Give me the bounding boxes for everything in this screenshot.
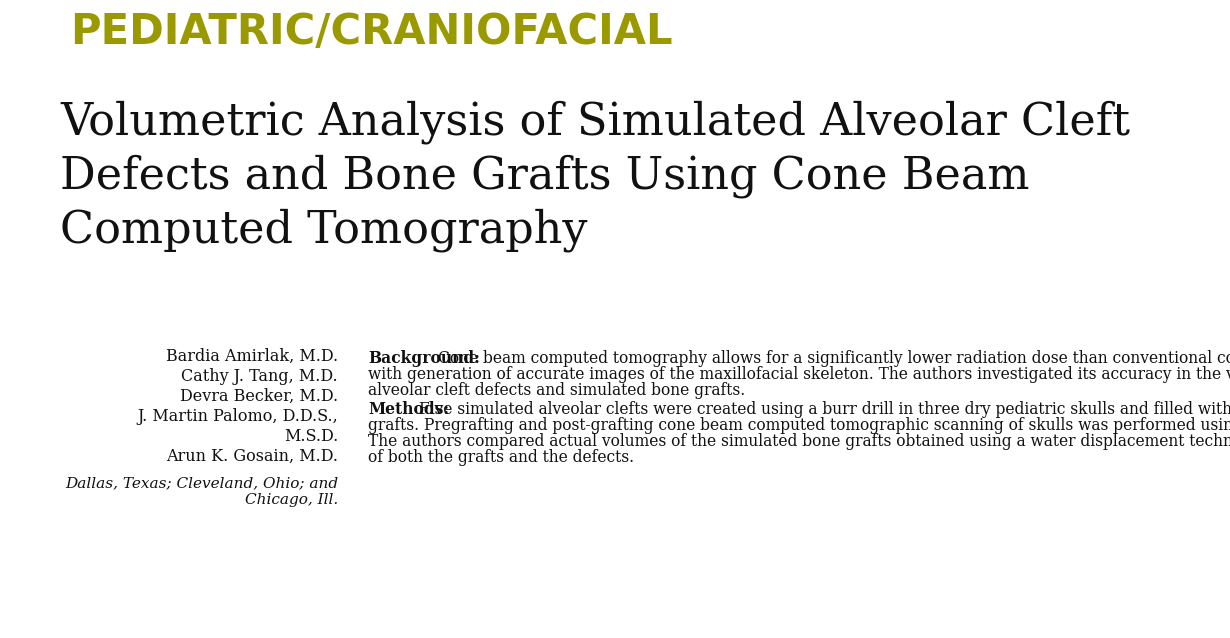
Text: Background:: Background: [368,350,480,367]
Text: M.S.D.: M.S.D. [284,428,338,445]
Text: Cathy J. Tang, M.D.: Cathy J. Tang, M.D. [181,368,338,385]
Text: The authors compared actual volumes of the simulated bone grafts obtained using : The authors compared actual volumes of t… [368,433,1230,450]
Text: Devra Becker, M.D.: Devra Becker, M.D. [180,388,338,405]
Text: Methods:: Methods: [368,401,449,418]
Text: Volumetric Analysis of Simulated Alveolar Cleft: Volumetric Analysis of Simulated Alveola… [60,100,1130,144]
Text: Five simulated alveolar clefts were created using a burr drill in three dry pedi: Five simulated alveolar clefts were crea… [419,401,1230,418]
Text: Defects and Bone Grafts Using Cone Beam: Defects and Bone Grafts Using Cone Beam [60,154,1030,198]
Text: of both the grafts and the defects.: of both the grafts and the defects. [368,449,635,466]
Text: Chicago, Ill.: Chicago, Ill. [245,493,338,507]
Text: grafts. Pregrafting and post-grafting cone beam computed tomographic scanning of: grafts. Pregrafting and post-grafting co… [368,417,1230,434]
Text: alveolar cleft defects and simulated bone grafts.: alveolar cleft defects and simulated bon… [368,382,745,399]
Text: Bardia Amirlak, M.D.: Bardia Amirlak, M.D. [166,348,338,365]
Text: Computed Tomography: Computed Tomography [60,208,588,251]
Text: Dallas, Texas; Cleveland, Ohio; and: Dallas, Texas; Cleveland, Ohio; and [65,476,338,490]
Text: PEDIATRIC/CRANIOFACIAL: PEDIATRIC/CRANIOFACIAL [70,11,673,53]
Text: Cone beam computed tomography allows for a significantly lower radiation dose th: Cone beam computed tomography allows for… [438,350,1230,367]
Text: with generation of accurate images of the maxillofacial skeleton. The authors in: with generation of accurate images of th… [368,366,1230,383]
Text: J. Martin Palomo, D.D.S.,: J. Martin Palomo, D.D.S., [138,408,338,425]
Text: Arun K. Gosain, M.D.: Arun K. Gosain, M.D. [166,448,338,465]
